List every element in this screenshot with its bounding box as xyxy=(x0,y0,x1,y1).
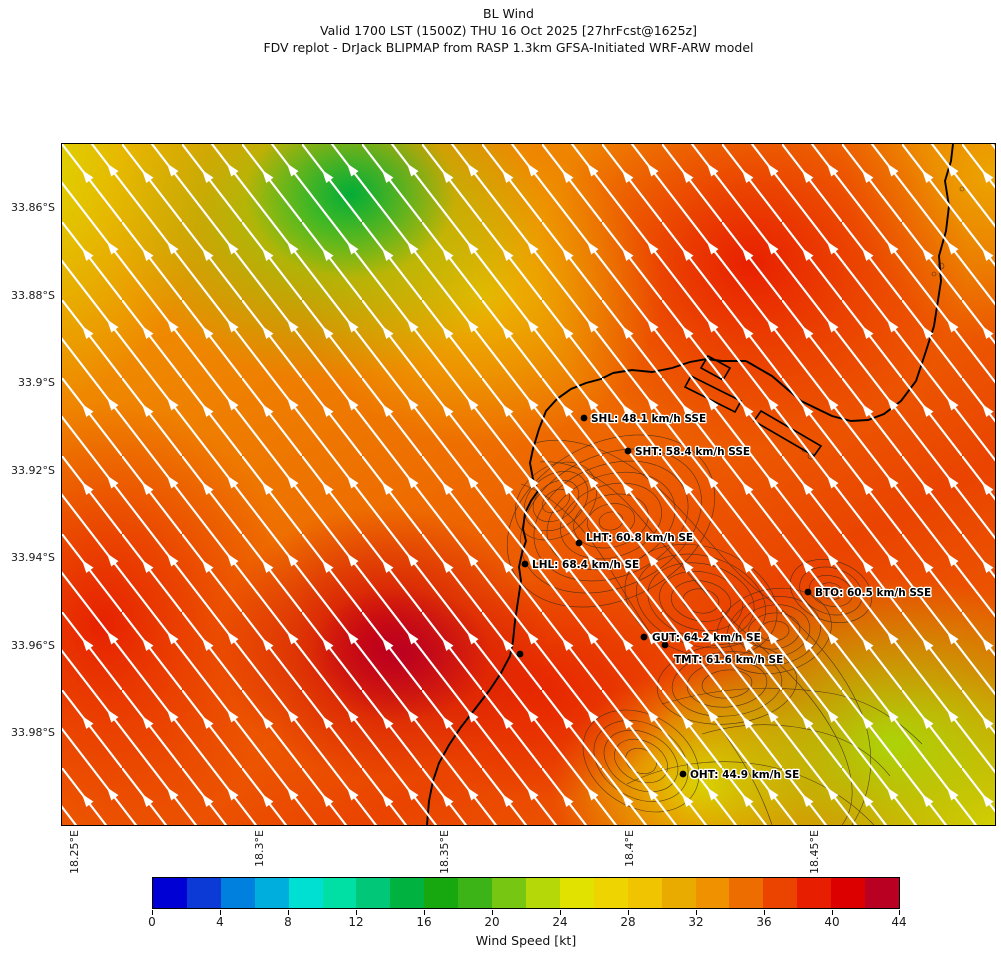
colorbar-tick-4 xyxy=(424,910,425,915)
station-dot-shl[interactable] xyxy=(580,414,588,422)
colorbar-band-8 xyxy=(424,878,459,908)
station-label-tmt[interactable]: TMT: 61.6 km/h SE xyxy=(673,653,785,668)
y-tick-label-4: 33.94°S xyxy=(11,551,55,564)
colorbar-band-13 xyxy=(593,878,628,908)
wind-arrow-layer xyxy=(62,144,995,825)
colorbar-band-5 xyxy=(322,878,357,908)
title-line-source: FDV replot - DrJack BLIPMAP from RASP 1.… xyxy=(263,40,754,55)
colorbar-tick-6 xyxy=(560,910,561,915)
colorbar-tick-11 xyxy=(899,910,900,915)
station-label-lht[interactable]: LHT: 60.8 km/h SE xyxy=(585,531,695,546)
station-dot-oht[interactable] xyxy=(679,770,687,778)
colorbar-band-1 xyxy=(186,878,221,908)
title-line-valid: Valid 1700 LST (1500Z) THU 16 Oct 2025 [… xyxy=(320,23,697,38)
colorbar-tick-label-3: 12 xyxy=(348,915,364,929)
x-tick-label-3: 18.4°E xyxy=(623,830,636,867)
colorbar-tick-3 xyxy=(356,910,357,915)
colorbar-band-15 xyxy=(661,878,696,908)
colorbar-tick-label-5: 20 xyxy=(484,915,500,929)
map-plot-area[interactable]: SHL: 48.1 km/h SSE SHT: 58.4 km/h SSE LH… xyxy=(61,143,996,826)
colorbar-band-9 xyxy=(458,878,493,908)
station-dot-lht[interactable] xyxy=(575,539,583,547)
station-dots xyxy=(516,414,812,778)
colorbar-band-12 xyxy=(559,878,594,908)
wind-arrows xyxy=(62,144,995,825)
colorbar-band-17 xyxy=(729,878,764,908)
station-label-sht[interactable]: SHT: 58.4 km/h SSE xyxy=(634,445,752,460)
station-label-shl[interactable]: SHL: 48.1 km/h SSE xyxy=(590,412,708,427)
colorbar-band-4 xyxy=(288,878,323,908)
colorbar-band-0 xyxy=(153,878,187,908)
figure-title: BL Wind Valid 1700 LST (1500Z) THU 16 Oc… xyxy=(0,5,1001,56)
wind-speed-colorbar[interactable] xyxy=(152,877,900,909)
title-line-main: BL Wind xyxy=(483,6,534,21)
colorbar-band-20 xyxy=(831,878,866,908)
colorbar-band-18 xyxy=(763,878,798,908)
station-label-bto[interactable]: BTO: 60.5 km/h SSE xyxy=(814,586,933,601)
colorbar-tick-10 xyxy=(832,910,833,915)
station-dot-tmt[interactable] xyxy=(661,641,669,649)
colorbar-tick-0 xyxy=(152,910,153,915)
colorbar-tick-2 xyxy=(288,910,289,915)
y-tick-label-1: 33.88°S xyxy=(11,289,55,302)
y-tick-label-5: 33.96°S xyxy=(11,639,55,652)
colorbar-tick-7 xyxy=(628,910,629,915)
x-tick-label-1: 18.3°E xyxy=(253,830,266,867)
station-label-gut[interactable]: GUT: 64.2 km/h SE xyxy=(651,631,762,646)
station-labels: SHL: 48.1 km/h SSE SHT: 58.4 km/h SSE LH… xyxy=(531,412,933,783)
colorbar-band-10 xyxy=(492,878,526,908)
colorbar-tick-9 xyxy=(764,910,765,915)
colorbar-tick-label-2: 8 xyxy=(284,915,292,929)
colorbar-band-21 xyxy=(865,878,899,908)
colorbar-band-2 xyxy=(220,878,255,908)
colorbar-tick-label-10: 40 xyxy=(824,915,840,929)
x-tick-label-4: 18.45°E xyxy=(808,830,821,874)
station-label-oht[interactable]: OHT: 44.9 km/h SE xyxy=(689,768,801,783)
y-tick-label-2: 33.9°S xyxy=(18,376,55,389)
y-tick-label-6: 33.98°S xyxy=(11,726,55,739)
station-dot-sht[interactable] xyxy=(624,447,632,455)
station-dot-gut[interactable] xyxy=(640,633,648,641)
colorbar-band-16 xyxy=(695,878,730,908)
colorbar-tick-label-0: 0 xyxy=(148,915,156,929)
colorbar-tick-label-4: 16 xyxy=(416,915,432,929)
y-tick-label-0: 33.86°S xyxy=(11,201,55,214)
x-tick-label-0: 18.25°E xyxy=(68,830,81,874)
colorbar-tick-label-8: 32 xyxy=(688,915,704,929)
station-dot-unlabelled[interactable] xyxy=(516,650,524,658)
colorbar-tick-label-6: 24 xyxy=(552,915,568,929)
colorbar-tick-label-9: 36 xyxy=(756,915,772,929)
colorbar-band-7 xyxy=(390,878,425,908)
colorbar-tick-1 xyxy=(220,910,221,915)
colorbar-axis-label: Wind Speed [kt] xyxy=(475,933,577,948)
colorbar-band-6 xyxy=(356,878,391,908)
colorbar-tick-label-7: 28 xyxy=(620,915,636,929)
station-dot-bto[interactable] xyxy=(804,588,812,596)
colorbar-tick-8 xyxy=(696,910,697,915)
colorbar-band-19 xyxy=(797,878,832,908)
x-tick-label-2: 18.35°E xyxy=(438,830,451,874)
station-dot-lhl[interactable] xyxy=(521,560,529,568)
colorbar-tick-label-1: 4 xyxy=(216,915,224,929)
colorbar-band-14 xyxy=(627,878,662,908)
y-tick-label-3: 33.92°S xyxy=(11,464,55,477)
station-marker-layer[interactable]: SHL: 48.1 km/h SSE SHT: 58.4 km/h SSE LH… xyxy=(62,144,995,825)
colorbar-band-3 xyxy=(254,878,289,908)
colorbar-tick-5 xyxy=(492,910,493,915)
colorbar-tick-label-11: 44 xyxy=(891,915,907,929)
station-label-lhl[interactable]: LHL: 68.4 km/h SE xyxy=(531,558,641,573)
colorbar-band-11 xyxy=(525,878,560,908)
